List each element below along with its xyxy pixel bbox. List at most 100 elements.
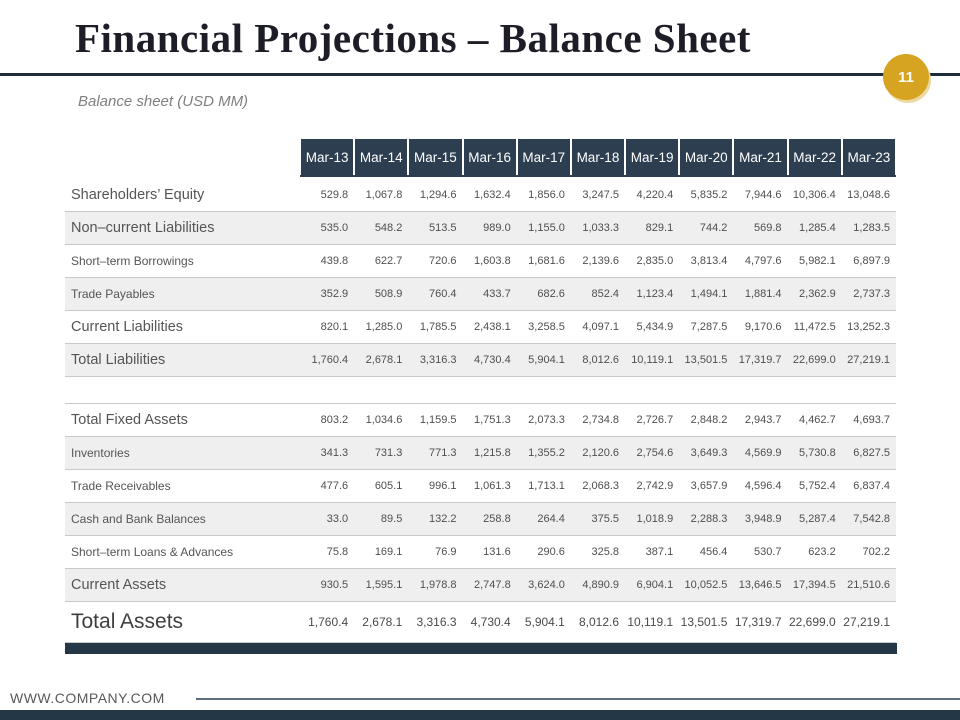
value-cell: 1,760.4 — [300, 343, 355, 377]
table-row: Non–current Liabilities 535.0 548.2 513.5 98… — [65, 211, 896, 245]
value-cell: 2,438.1 — [462, 310, 517, 344]
value-cell: 996.1 — [408, 469, 463, 503]
column-header-mar-21: Mar-21 — [732, 139, 789, 177]
value-cell: 6,827.5 — [841, 436, 896, 470]
row-label: Shareholders’ Equity — [65, 177, 300, 212]
value-cell: 10,306.4 — [787, 177, 842, 212]
value-cell: 3,624.0 — [516, 568, 571, 602]
value-cell: 930.5 — [300, 568, 355, 602]
column-header-mar-13: Mar-13 — [298, 139, 356, 177]
year-header-row: Mar-13 Mar-14 Mar-15 Mar-16 Mar-17 Mar-18 Mar-… — [65, 139, 898, 177]
value-cell: 387.1 — [625, 535, 680, 569]
value-cell: 9,170.6 — [733, 310, 788, 344]
value-cell: 22,699.0 — [787, 343, 842, 377]
value-cell: 1,018.9 — [625, 502, 680, 536]
value-cell: 3,813.4 — [679, 244, 734, 278]
value-cell: 4,693.7 — [841, 403, 896, 437]
column-header-mar-19: Mar-19 — [624, 139, 681, 177]
value-cell: 5,982.1 — [787, 244, 842, 278]
value-cell: 76.9 — [408, 535, 463, 569]
value-cell: 2,068.3 — [570, 469, 626, 503]
value-cell: 264.4 — [516, 502, 571, 536]
value-cell: 3,247.5 — [570, 177, 626, 212]
value-cell: 1,155.0 — [516, 211, 571, 245]
value-cell: 131.6 — [462, 535, 517, 569]
value-cell: 325.8 — [570, 535, 626, 569]
row-label: Short–term Loans & Advances — [65, 535, 300, 569]
website-url: WWW.COMPANY.COM — [10, 690, 165, 706]
value-cell: 852.4 — [570, 277, 626, 311]
table-row: Cash and Bank Balances 33.0 89.5 132.2 258.8… — [65, 502, 896, 536]
value-cell: 5,835.2 — [679, 177, 734, 212]
value-cell: 744.2 — [679, 211, 734, 245]
value-cell: 13,646.5 — [733, 568, 788, 602]
value-cell: 169.1 — [354, 535, 409, 569]
value-cell: 3,649.3 — [679, 436, 734, 470]
table-row: Trade Payables 352.9 508.9 760.4 433.7 682.6 8… — [65, 277, 896, 311]
value-cell: 6,897.9 — [841, 244, 896, 278]
value-cell: 4,730.4 — [462, 601, 517, 643]
value-cell: 720.6 — [408, 244, 463, 278]
value-cell: 4,890.9 — [570, 568, 626, 602]
section-gap — [65, 376, 896, 404]
value-cell: 439.8 — [300, 244, 355, 278]
column-header-mar-22: Mar-22 — [786, 139, 843, 177]
row-label: Trade Payables — [65, 277, 300, 311]
value-cell: 7,944.6 — [733, 177, 788, 212]
value-cell: 2,943.7 — [733, 403, 788, 437]
value-cell: 3,316.3 — [408, 601, 463, 643]
value-cell: 1,760.4 — [300, 601, 355, 643]
page-title: Financial Projections – Balance Sheet — [75, 15, 751, 61]
value-cell: 1,294.6 — [408, 177, 463, 212]
value-cell: 569.8 — [733, 211, 788, 245]
value-cell: 2,747.8 — [462, 568, 517, 602]
bottom-accent-bar — [0, 710, 960, 720]
value-cell: 456.4 — [679, 535, 734, 569]
column-header-mar-17: Mar-17 — [515, 139, 572, 177]
value-cell: 1,285.4 — [787, 211, 842, 245]
value-cell: 13,501.5 — [679, 343, 734, 377]
value-cell: 1,856.0 — [516, 177, 571, 212]
value-cell: 1,123.4 — [625, 277, 680, 311]
value-cell: 2,742.9 — [625, 469, 680, 503]
value-cell: 352.9 — [300, 277, 355, 311]
balance-sheet-table: Mar-13 Mar-14 Mar-15 Mar-16 Mar-17 Mar-18 Mar-… — [65, 139, 898, 643]
table-row: Total Fixed Assets 803.2 1,034.6 1,159.5 1,7… — [65, 403, 896, 437]
table-caption: Balance sheet (USD MM) — [78, 93, 249, 110]
value-cell: 17,394.5 — [787, 568, 842, 602]
column-header-mar-23: Mar-23 — [840, 139, 898, 177]
value-cell: 1,494.1 — [679, 277, 734, 311]
value-cell: 605.1 — [354, 469, 409, 503]
value-cell: 1,751.3 — [462, 403, 517, 437]
value-cell: 375.5 — [570, 502, 626, 536]
value-cell: 989.0 — [462, 211, 517, 245]
value-cell: 2,120.6 — [570, 436, 626, 470]
value-cell: 820.1 — [300, 310, 355, 344]
value-cell: 1,159.5 — [408, 403, 463, 437]
row-label: Total Liabilities — [65, 343, 300, 377]
value-cell: 10,119.1 — [625, 601, 680, 643]
row-label: Current Assets — [65, 568, 300, 602]
value-cell: 508.9 — [354, 277, 409, 311]
value-cell: 731.3 — [354, 436, 409, 470]
row-label: Trade Receivables — [65, 469, 300, 503]
value-cell: 2,754.6 — [625, 436, 680, 470]
value-cell: 89.5 — [354, 502, 409, 536]
table-row: Total Liabilities 1,760.4 2,678.1 3,316.3 4,… — [65, 343, 896, 377]
value-cell: 4,569.9 — [733, 436, 788, 470]
value-cell: 5,904.1 — [516, 601, 571, 643]
value-cell: 27,219.1 — [841, 343, 896, 377]
table-row: Current Assets 930.5 1,595.1 1,978.8 2,747.8… — [65, 568, 896, 602]
value-cell: 4,097.1 — [570, 310, 626, 344]
value-cell: 7,287.5 — [679, 310, 734, 344]
value-cell: 803.2 — [300, 403, 355, 437]
value-cell: 4,462.7 — [787, 403, 842, 437]
value-cell: 6,837.4 — [841, 469, 896, 503]
column-header-mar-16: Mar-16 — [461, 139, 518, 177]
value-cell: 1,067.8 — [354, 177, 409, 212]
value-cell: 477.6 — [300, 469, 355, 503]
value-cell: 1,681.6 — [516, 244, 571, 278]
value-cell: 2,362.9 — [787, 277, 842, 311]
table-row: Short–term Borrowings 439.8 622.7 720.6 1,60… — [65, 244, 896, 278]
